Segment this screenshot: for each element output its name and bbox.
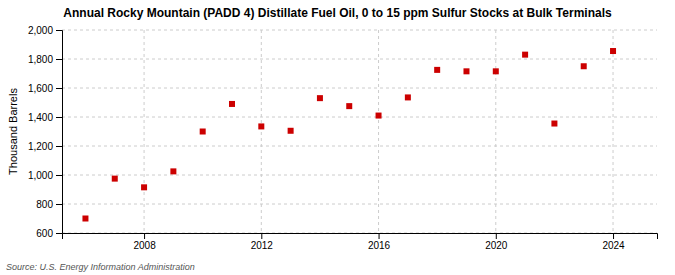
source: Source: U.S. Energy Information Administ… (6, 262, 195, 272)
point (170, 168, 176, 174)
tick: 1,400 (28, 112, 62, 123)
title: Annual Rocky Mountain (PADD 4) Distillat… (63, 6, 612, 20)
point (229, 101, 235, 107)
grid-line (62, 175, 657, 176)
point (434, 67, 440, 73)
tick-label: 2,000 (28, 25, 53, 36)
point (112, 176, 118, 182)
tick-mark (56, 175, 62, 176)
tick: 1,200 (28, 141, 62, 152)
point (610, 48, 616, 54)
point (258, 123, 264, 129)
tick-label: 2012 (251, 240, 274, 251)
y-axis: 600 800 1,000 1,200 1,400 1,600 1,800 2,000 (28, 25, 63, 239)
tick-mark (613, 233, 614, 239)
tick: 2008 (133, 233, 156, 251)
tick: 1,800 (28, 54, 62, 65)
tick: 2020 (485, 233, 508, 251)
grid-line (62, 88, 657, 89)
grid-line (261, 30, 262, 233)
grid-line (62, 117, 657, 118)
point (493, 68, 499, 74)
grid-line (495, 30, 496, 233)
point (82, 216, 88, 222)
point (141, 184, 147, 190)
grid-line (62, 204, 657, 205)
tick-label: 2008 (133, 240, 156, 251)
tick: 2024 (602, 233, 625, 251)
tick-mark (56, 88, 62, 89)
tick-label: 2016 (368, 240, 391, 251)
point (463, 68, 469, 74)
tick: 1,600 (28, 83, 62, 94)
tick: 1,000 (28, 170, 62, 181)
point (317, 95, 323, 101)
tick-mark (56, 30, 62, 31)
tick: 2016 (368, 233, 391, 251)
point (376, 113, 382, 119)
point (405, 94, 411, 100)
point (200, 129, 206, 135)
tick-label: 1,200 (28, 141, 53, 152)
points (82, 48, 616, 221)
x-axis: 2008 2012 2016 2020 2024 (63, 233, 658, 251)
tick: 2012 (251, 233, 274, 251)
tick: 800 (36, 199, 62, 210)
tick: 600 (36, 228, 62, 239)
tick-label: 1,400 (28, 112, 53, 123)
point (288, 128, 294, 134)
point (346, 103, 352, 109)
axis-line (56, 31, 63, 234)
grid-line (62, 146, 657, 147)
tick-mark (56, 146, 62, 147)
tick-mark (56, 59, 62, 60)
tick-mark (56, 204, 62, 205)
grid-line (62, 30, 657, 31)
tick-label: 800 (36, 199, 53, 210)
tick-label: 1,600 (28, 83, 53, 94)
point (551, 121, 557, 127)
grid (62, 30, 657, 233)
tick-mark (56, 117, 62, 118)
tick-mark (144, 233, 145, 239)
axis-line (63, 234, 658, 240)
tick-label: 600 (36, 228, 53, 239)
tick-label: 1,000 (28, 170, 53, 181)
tick: 2,000 (28, 25, 62, 36)
point (522, 52, 528, 58)
grid-line (144, 30, 145, 233)
grid-line (613, 30, 614, 233)
tick-label: 2024 (602, 240, 625, 251)
point (581, 63, 587, 69)
tick-mark (261, 233, 262, 239)
tick-mark (56, 233, 62, 234)
plot: 2008 2012 2016 2020 2024 600 800 1,000 1,200 1,40… (28, 25, 658, 251)
y-axis-title: Thousand Barrels (7, 88, 19, 175)
grid-line (62, 59, 657, 60)
tick-mark (379, 233, 380, 239)
tick-label: 1,800 (28, 54, 53, 65)
tick-label: 2020 (485, 240, 508, 251)
chart: 2008 2012 2016 2020 2024 600 800 1,000 1,200 1,40… (0, 0, 675, 275)
tick-mark (496, 233, 497, 239)
grid-line (378, 30, 379, 233)
